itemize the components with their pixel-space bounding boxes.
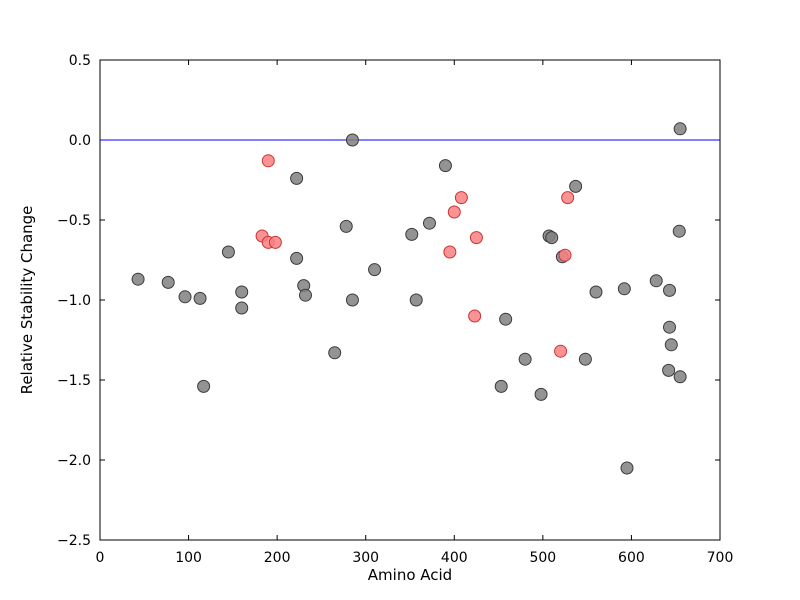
data-point-gray <box>178 290 192 304</box>
data-point-gray <box>368 263 382 277</box>
y-tick-label: 0.0 <box>69 133 91 149</box>
data-point-gray <box>649 274 663 288</box>
y-axis-label: Relative Stability Change <box>18 206 36 395</box>
data-point-red <box>443 245 457 259</box>
x-tick-label: 400 <box>441 550 468 566</box>
data-point-red <box>454 191 468 205</box>
y-tick-label: −2.5 <box>57 533 91 549</box>
x-tick-label: 300 <box>352 550 379 566</box>
data-point-gray <box>438 159 452 173</box>
x-tick-label: 700 <box>707 550 734 566</box>
data-point-gray <box>534 387 548 401</box>
data-point-gray <box>673 122 687 136</box>
data-point-red <box>554 344 568 358</box>
data-point-gray <box>290 171 304 185</box>
data-point-red <box>561 191 575 205</box>
data-point-gray <box>673 370 687 384</box>
data-point-red <box>558 248 572 262</box>
data-point-gray <box>663 283 677 297</box>
x-tick-label: 600 <box>618 550 645 566</box>
data-point-gray <box>235 285 249 299</box>
data-point-red <box>469 231 483 245</box>
data-point-gray <box>339 219 353 233</box>
data-point-gray <box>221 245 235 259</box>
data-point-gray <box>620 461 634 475</box>
data-point-gray <box>617 282 631 296</box>
data-point-gray <box>545 231 559 245</box>
data-point-gray <box>298 288 312 302</box>
data-point-gray <box>345 133 359 147</box>
y-tick-label: −2.0 <box>57 453 91 469</box>
data-point-gray <box>589 285 603 299</box>
data-point-gray <box>409 293 423 307</box>
data-point-gray <box>518 352 532 366</box>
data-point-gray <box>662 363 676 377</box>
data-point-red <box>261 154 275 168</box>
data-point-gray <box>499 312 513 326</box>
data-point-gray <box>131 272 145 286</box>
x-tick-label: 200 <box>264 550 291 566</box>
data-point-gray <box>345 293 359 307</box>
data-point-gray <box>494 379 508 393</box>
x-tick-label: 0 <box>96 550 105 566</box>
data-point-red <box>447 205 461 219</box>
data-point-gray <box>663 320 677 334</box>
data-point-red <box>468 309 482 323</box>
data-point-gray <box>422 216 436 230</box>
y-tick-label: −0.5 <box>57 213 91 229</box>
x-axis-label: Amino Acid <box>368 566 452 584</box>
data-point-gray <box>328 346 342 360</box>
y-tick-label: −1.0 <box>57 293 91 309</box>
data-point-gray <box>235 301 249 315</box>
data-point-gray <box>193 291 207 305</box>
data-point-gray <box>569 179 583 193</box>
y-tick-label: 0.5 <box>69 53 91 69</box>
data-point-gray <box>197 379 211 393</box>
data-point-gray <box>405 227 419 241</box>
x-tick-label: 100 <box>175 550 202 566</box>
data-point-gray <box>672 224 686 238</box>
data-point-gray <box>161 275 175 289</box>
data-point-gray <box>664 338 678 352</box>
x-tick-label: 500 <box>529 550 556 566</box>
plot-layer: 0 100 200 300 400 500 600 700 −2.5 −2.0 −1.5 −1.0 −0… <box>57 53 733 566</box>
data-point-gray <box>578 352 592 366</box>
data-point-red <box>268 235 282 249</box>
y-tick-label: −1.5 <box>57 373 91 389</box>
data-point-gray <box>290 251 304 265</box>
